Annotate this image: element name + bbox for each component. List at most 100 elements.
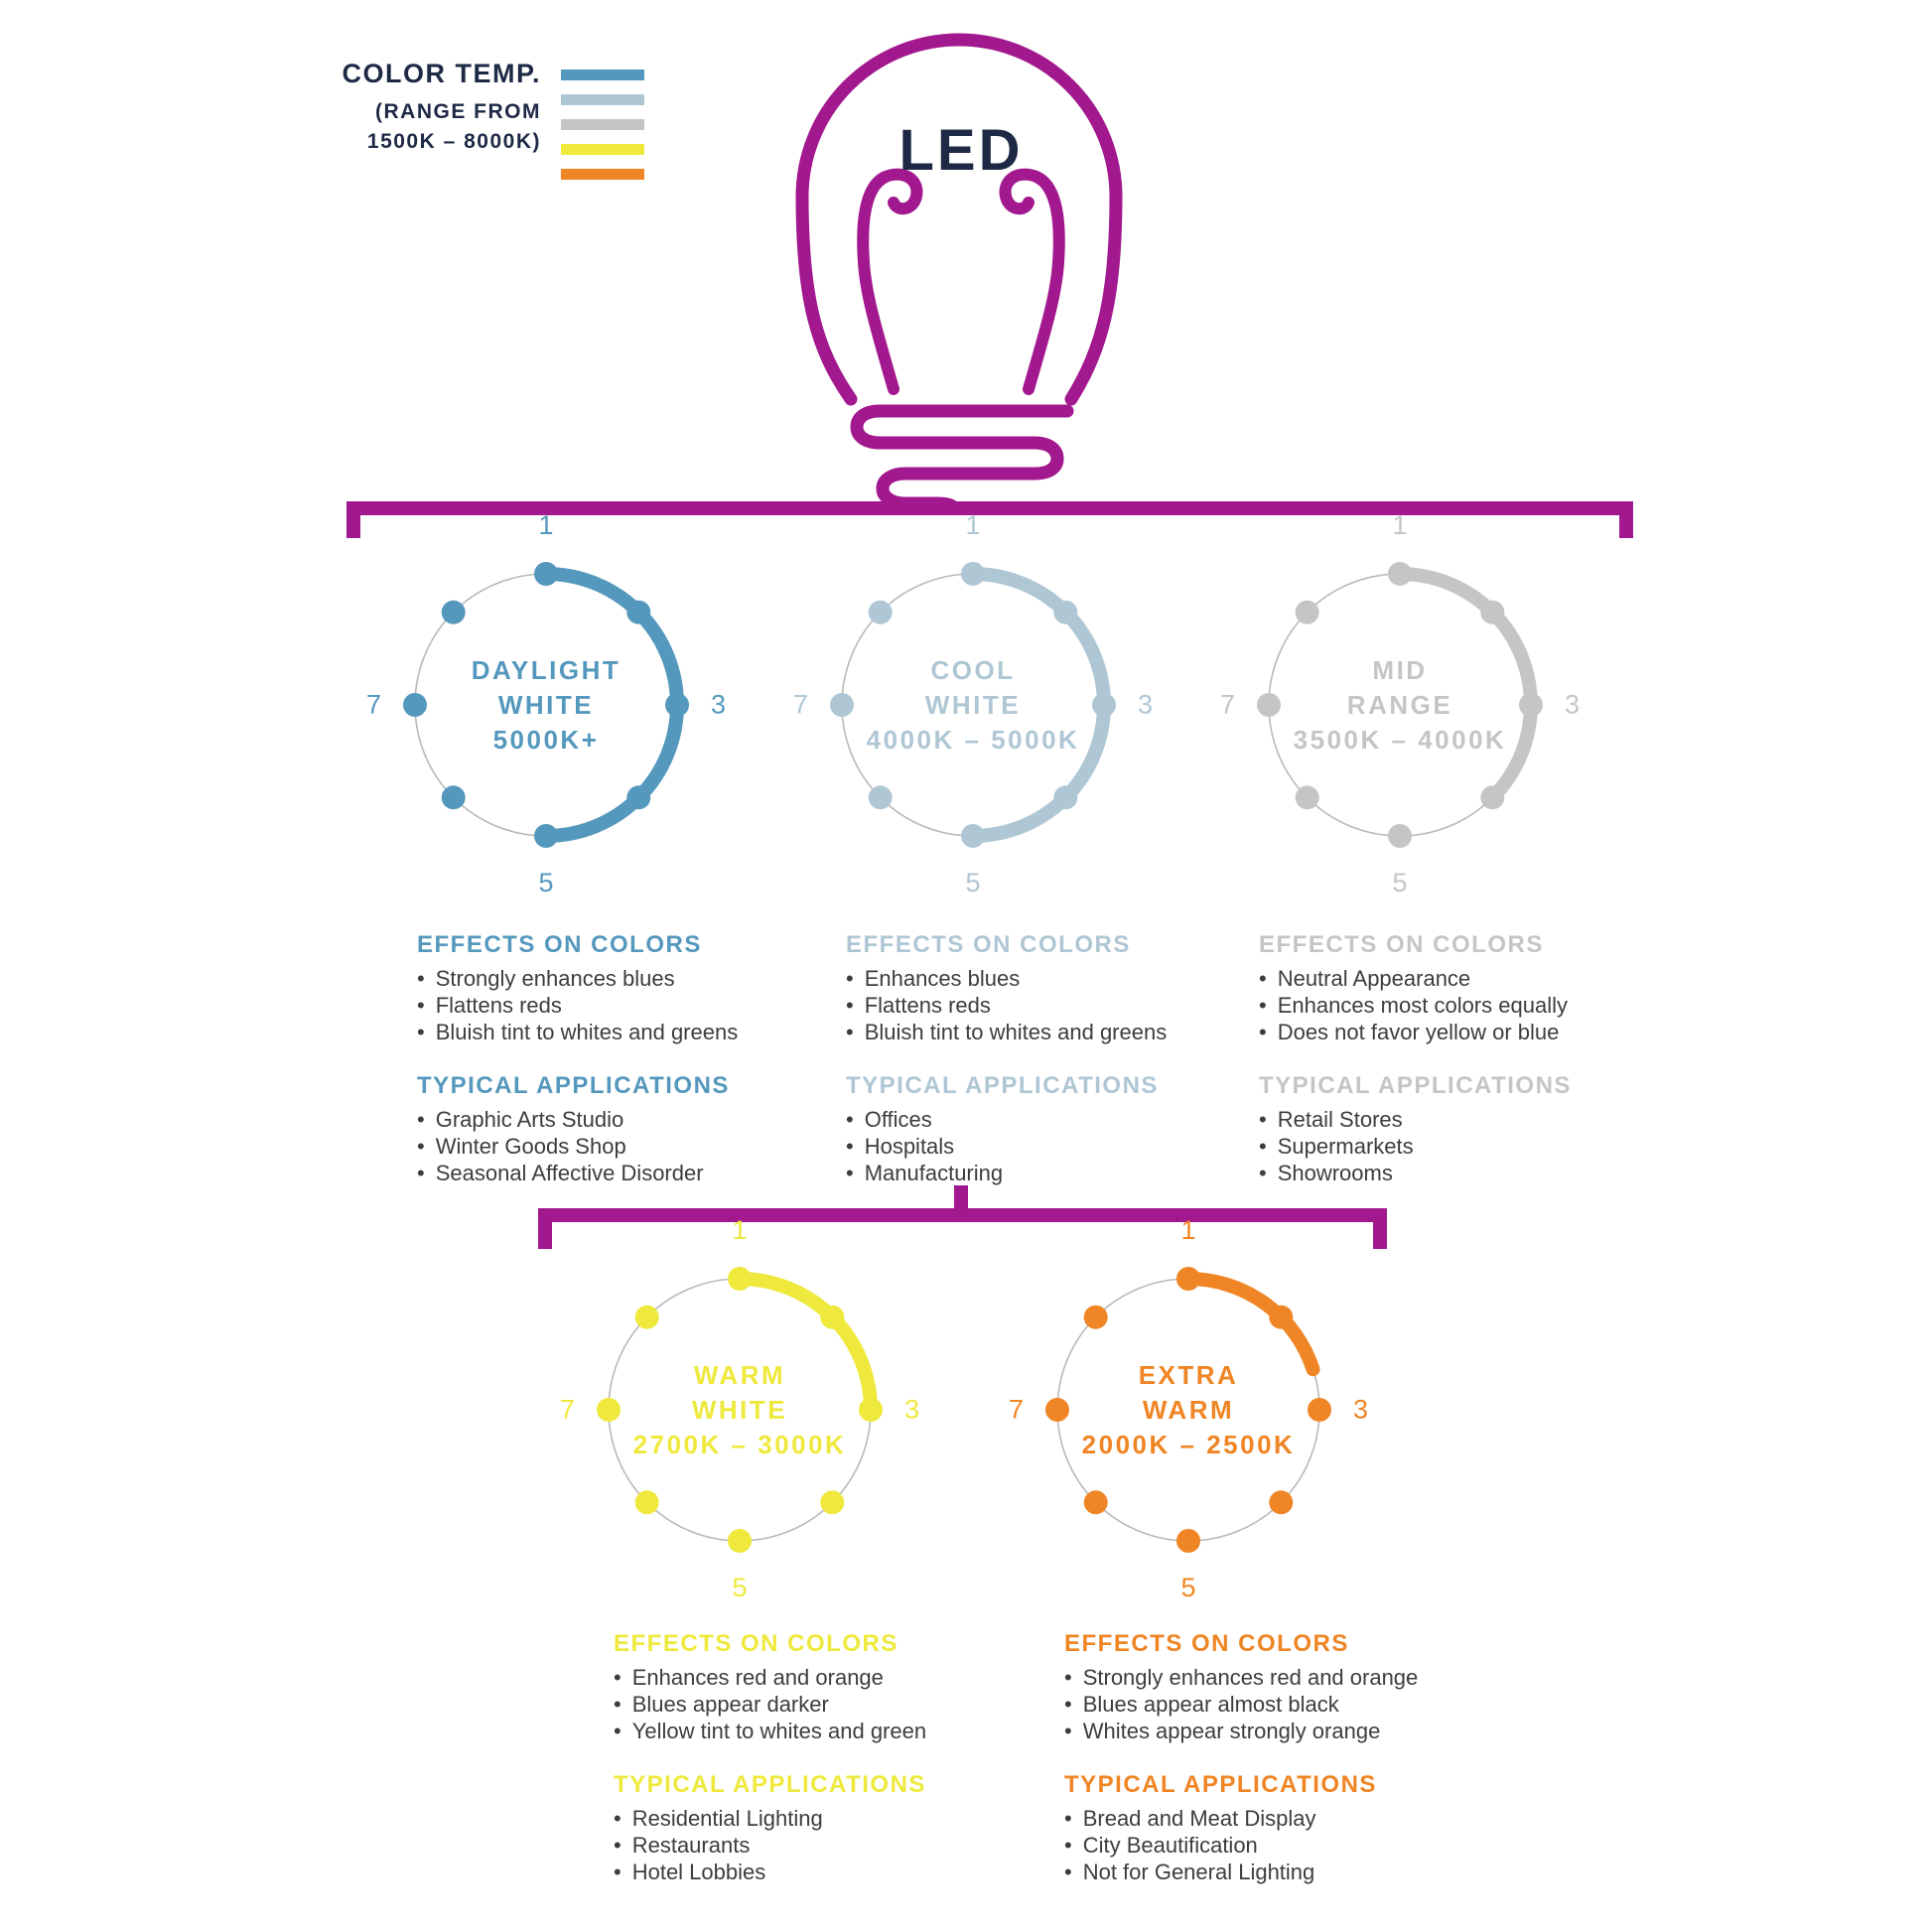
led-label: LED (898, 118, 1024, 183)
temp-ring (597, 1267, 883, 1553)
bullet-item: Retail Stores (1259, 1106, 1656, 1133)
bullet-item: Whites appear strongly orange (1064, 1718, 1471, 1744)
group-title: COOL WHITE 4000K – 5000K (866, 654, 1080, 755)
scale-number-5: 5 (965, 868, 981, 897)
applications-header: TYPICAL APPLICATIONS (1259, 1072, 1572, 1099)
group-title: DAYLIGHT WHITE 5000K+ (471, 654, 621, 755)
scale-dot (961, 824, 985, 848)
scale-dot (1480, 785, 1505, 810)
bullet-item: Hotel Lobbies (614, 1859, 1011, 1885)
group-title: EXTRA WARM 2000K – 2500K (1081, 1359, 1296, 1459)
branch-bracket-bottom (538, 1208, 1387, 1249)
bullet-item: Yellow tint to whites and green (614, 1718, 1011, 1744)
legend-color-bar (561, 169, 644, 180)
legend-color-bar (561, 94, 644, 105)
scale-dot (728, 1529, 752, 1553)
temp-ring (1045, 1267, 1331, 1553)
info-block-cool-white: EFFECTS ON COLORS Enhances bluesFlattens… (846, 931, 1223, 1186)
scale-number-5: 5 (538, 868, 554, 897)
bullet-item: Enhances most colors equally (1259, 992, 1656, 1019)
bullet-item: Enhances blues (846, 965, 1223, 992)
scale-dot (1388, 562, 1412, 586)
scale-dot (1295, 785, 1319, 810)
scale-number-3: 3 (1138, 689, 1154, 720)
bullet-item: Graphic Arts Studio (417, 1106, 784, 1133)
effects-header: EFFECTS ON COLORS (846, 931, 1131, 958)
info-block-daylight-white: EFFECTS ON COLORS Strongly enhances blue… (417, 931, 784, 1186)
scale-dot (1053, 785, 1078, 810)
bullet-item: Seasonal Affective Disorder (417, 1160, 784, 1186)
legend-subtitle-line2: 1500K – 8000K) (366, 130, 541, 153)
scale-dot (1308, 1398, 1331, 1422)
scale-number-7: 7 (365, 689, 381, 720)
scale-number-7: 7 (1219, 689, 1235, 720)
scale-number-7: 7 (792, 689, 808, 720)
bullet-item: Showrooms (1259, 1160, 1656, 1186)
applications-list: Residential LightingRestaurantsHotel Lob… (614, 1805, 1011, 1885)
effects-list: Enhances red and orangeBlues appear dark… (614, 1664, 1011, 1744)
temp-ring (1257, 562, 1543, 848)
scale-dot (1176, 1267, 1200, 1291)
group-title: MID RANGE 3500K – 4000K (1293, 654, 1507, 755)
temp-ring (830, 562, 1116, 848)
scale-number-3: 3 (904, 1394, 920, 1425)
info-block-extra-warm: EFFECTS ON COLORS Strongly enhances red … (1064, 1630, 1471, 1885)
bullet-item: Flattens reds (417, 992, 784, 1019)
bullet-item: Offices (846, 1106, 1223, 1133)
bullet-item: Strongly enhances blues (417, 965, 784, 992)
scale-number-5: 5 (1392, 868, 1408, 897)
effects-header: EFFECTS ON COLORS (614, 1630, 898, 1657)
info-block-warm-white: EFFECTS ON COLORS Enhances red and orang… (614, 1630, 1011, 1885)
scale-dot (1295, 600, 1319, 624)
color-temp-legend: COLOR TEMP. (RANGE FROM 1500K – 8000K) (248, 58, 541, 157)
bullet-item: Neutral Appearance (1259, 965, 1656, 992)
effects-list: Strongly enhances bluesFlattens redsBlui… (417, 965, 784, 1045)
bulb-filament-right-icon (999, 168, 1065, 395)
scale-dot (534, 562, 558, 586)
scale-dot (626, 600, 651, 624)
temp-circle-warm-white: WARM WHITE 2700K – 3000K 1 3 5 7 (560, 1217, 919, 1601)
scale-dot (1176, 1529, 1200, 1553)
bullet-item: Hospitals (846, 1133, 1223, 1160)
applications-header: TYPICAL APPLICATIONS (417, 1072, 730, 1099)
scale-dot (820, 1305, 845, 1329)
scale-dot (665, 693, 689, 717)
temp-circle-mid-range: MID RANGE 3500K – 4000K 1 3 5 7 (1220, 512, 1580, 897)
bullet-item: Winter Goods Shop (417, 1133, 784, 1160)
scale-dot (820, 1490, 845, 1515)
scale-dot (634, 1490, 659, 1515)
effects-header: EFFECTS ON COLORS (1064, 1630, 1349, 1657)
applications-list: Graphic Arts StudioWinter Goods ShopSeas… (417, 1106, 784, 1186)
temp-arc (1393, 567, 1538, 805)
temp-arc (1181, 1272, 1320, 1377)
bullet-item: Bluish tint to whites and greens (846, 1019, 1223, 1045)
temp-circle-extra-warm: EXTRA WARM 2000K – 2500K 1 3 5 7 (1009, 1217, 1368, 1601)
legend-title: COLOR TEMP. (342, 59, 541, 88)
bullet-item: Manufacturing (846, 1160, 1223, 1186)
legend-subtitle-line1: (RANGE FROM (375, 100, 541, 123)
scale-dot (961, 562, 985, 586)
scale-dot (1092, 693, 1116, 717)
bullet-item: Supermarkets (1259, 1133, 1656, 1160)
temp-circle-cool-white: COOL WHITE 4000K – 5000K 1 3 5 7 (793, 512, 1153, 897)
bulb-base-squiggle-icon (850, 404, 1074, 517)
applications-header: TYPICAL APPLICATIONS (614, 1771, 926, 1798)
legend-color-bar (561, 69, 644, 80)
scale-dot (597, 1398, 621, 1422)
applications-header: TYPICAL APPLICATIONS (1064, 1771, 1377, 1798)
scale-number-5: 5 (732, 1573, 748, 1602)
scale-dot (441, 785, 466, 810)
scale-dot (830, 693, 854, 717)
scale-dot (868, 600, 893, 624)
bullet-item: Blues appear almost black (1064, 1691, 1471, 1718)
group-title: WARM WHITE 2700K – 3000K (632, 1359, 847, 1459)
scale-number-7: 7 (1008, 1394, 1024, 1425)
scale-dot (1269, 1490, 1294, 1515)
effects-list: Enhances bluesFlattens redsBluish tint t… (846, 965, 1223, 1045)
scale-dot (1269, 1305, 1294, 1329)
effects-header: EFFECTS ON COLORS (417, 931, 702, 958)
info-block-mid-range: EFFECTS ON COLORS Neutral AppearanceEnha… (1259, 931, 1656, 1186)
bulb-outline-icon (795, 33, 1123, 406)
scale-dot (728, 1267, 752, 1291)
